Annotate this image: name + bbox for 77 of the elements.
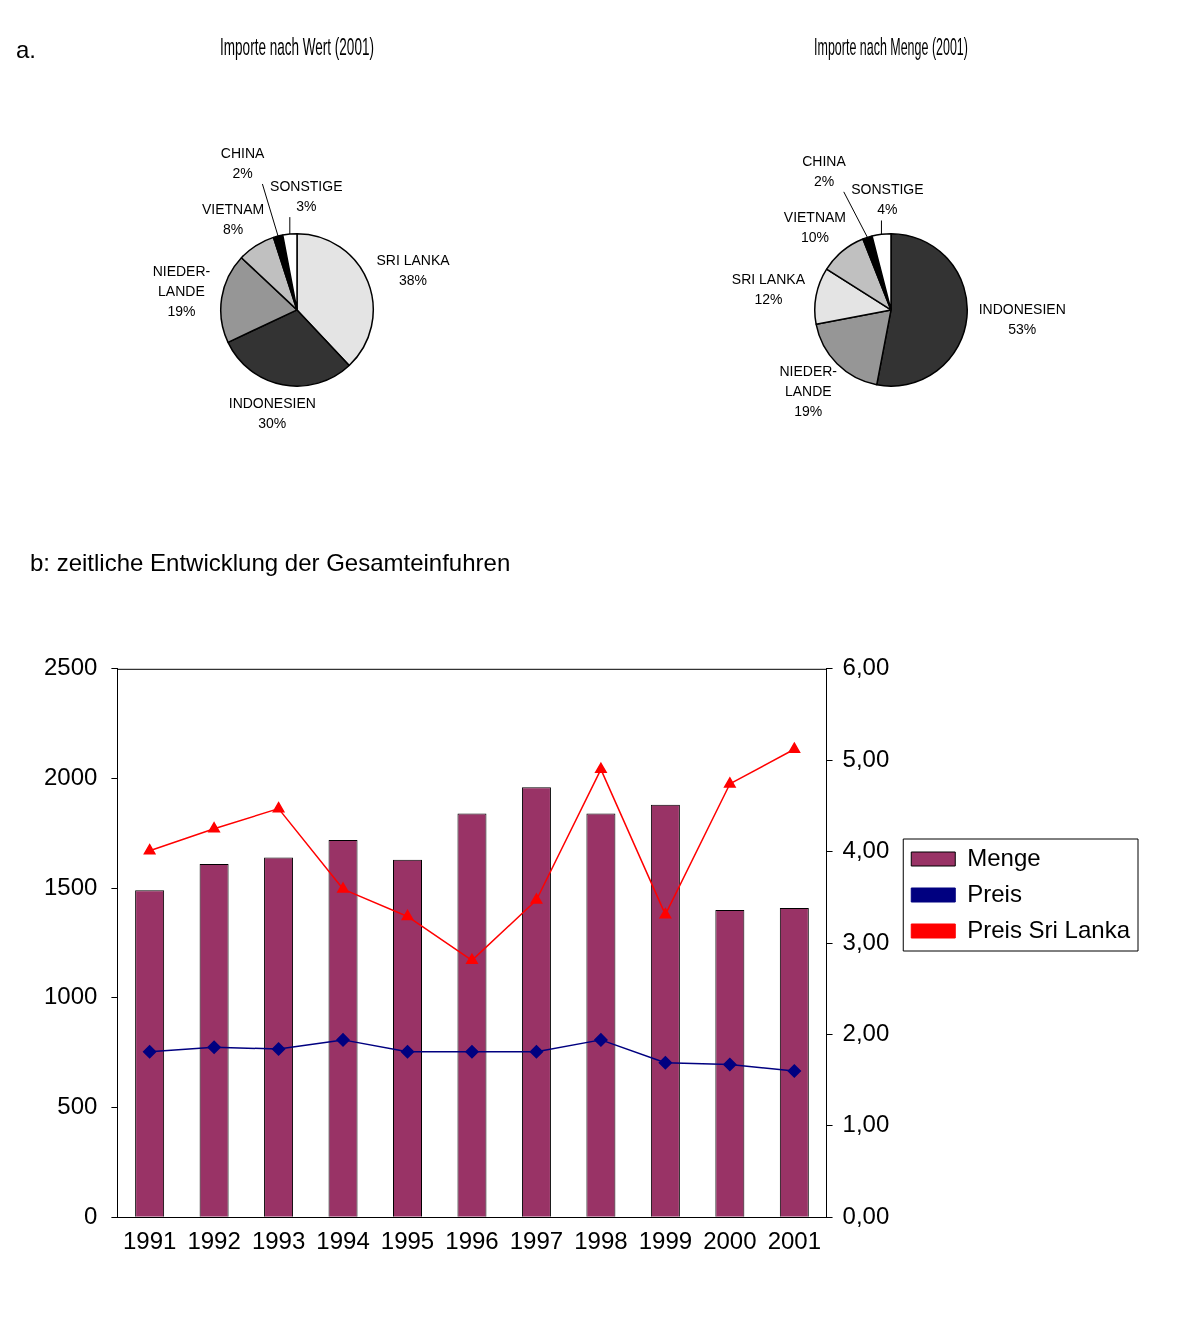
y2-tick-label: 0,00 — [842, 1201, 890, 1229]
legend-label: Menge — [967, 843, 1041, 871]
data-label: 3% — [296, 197, 317, 214]
point — [142, 1045, 157, 1059]
point — [529, 1045, 544, 1059]
x-tick-label: 1993 — [251, 1227, 306, 1255]
x-tick-label: 2001 — [767, 1227, 822, 1255]
slice-label: VIETNAM — [783, 208, 847, 225]
point — [787, 1064, 802, 1078]
data-label: 19% — [167, 302, 196, 319]
point — [723, 777, 736, 788]
data-label: 12% — [754, 290, 783, 307]
x-tick-label: 1996 — [445, 1227, 499, 1255]
chart-title: Importe nach Menge (2001) — [814, 33, 968, 61]
point — [594, 762, 607, 774]
point — [465, 1045, 479, 1059]
point — [207, 1040, 221, 1054]
point — [788, 742, 801, 753]
slice-label: CHINA — [220, 144, 266, 161]
data-label: 10% — [800, 228, 829, 245]
y-tick-label: 2500 — [44, 653, 98, 681]
y2-tick-label: 2,00 — [842, 1019, 890, 1047]
y-tick-label: 2000 — [44, 763, 98, 791]
point — [208, 822, 221, 833]
data-label: 38% — [399, 271, 428, 288]
y2-tick-label: 5,00 — [842, 744, 890, 772]
slice-label: INDONESIEN — [228, 395, 316, 412]
x-tick-label: 1998 — [574, 1227, 628, 1255]
data-label: 53% — [1008, 320, 1037, 337]
x-tick-label: 2000 — [703, 1227, 757, 1255]
x-tick-label: 1991 — [122, 1227, 177, 1255]
point — [271, 1042, 286, 1056]
legend-label: Preis — [967, 879, 1022, 907]
slice-label: SONSTIGE — [270, 177, 343, 194]
point — [400, 1045, 415, 1059]
text: a. — [16, 36, 37, 64]
data-label: 8% — [222, 221, 244, 238]
chart-title: b: zeitliche Entwicklung der Gesamteinfuhren — [30, 549, 511, 577]
x-tick-label: 1997 — [509, 1227, 564, 1255]
chart-title: Importe nach Wert (2001) — [220, 32, 374, 60]
point — [272, 801, 285, 813]
x-tick-label: 1999 — [638, 1227, 693, 1255]
slice-label: SRI LANKA — [376, 251, 451, 268]
point — [723, 1057, 737, 1072]
slice-label: NIEDER-LANDE — [779, 362, 838, 399]
point — [658, 1055, 673, 1070]
point — [337, 882, 349, 893]
point — [336, 1033, 350, 1047]
point — [466, 953, 478, 965]
slice-label: NIEDER-LANDE — [152, 262, 211, 299]
y2-tick-label: 3,00 — [842, 927, 890, 955]
data-label: 30% — [258, 415, 287, 432]
y2-tick-label: 6,00 — [842, 653, 890, 681]
slice-label: VIETNAM — [201, 201, 265, 218]
point — [659, 907, 672, 919]
y-tick-label: 1500 — [44, 872, 98, 900]
data-label: 4% — [877, 201, 898, 218]
slice-label: SRI LANKA — [731, 270, 806, 287]
slice-label: CHINA — [802, 152, 847, 169]
y-tick-label: 500 — [57, 1092, 98, 1120]
point — [143, 843, 156, 855]
point — [401, 909, 414, 921]
y2-tick-label: 1,00 — [842, 1110, 890, 1138]
x-tick-label: 1995 — [380, 1227, 435, 1255]
y2-tick-label: 4,00 — [842, 836, 890, 864]
y-tick-label: 1000 — [44, 982, 98, 1010]
data-label: 19% — [794, 402, 823, 419]
x-tick-label: 1992 — [187, 1227, 241, 1255]
slice-label: SONSTIGE — [851, 181, 924, 198]
y-tick-label: 0 — [84, 1201, 98, 1229]
point — [594, 1033, 608, 1047]
legend-label: Preis Sri Lanka — [967, 915, 1131, 943]
x-tick-label: 1994 — [316, 1227, 370, 1255]
data-label: 2% — [813, 172, 835, 189]
point — [530, 893, 543, 904]
slice-label: INDONESIEN — [978, 300, 1066, 317]
data-label: 2% — [232, 164, 253, 181]
